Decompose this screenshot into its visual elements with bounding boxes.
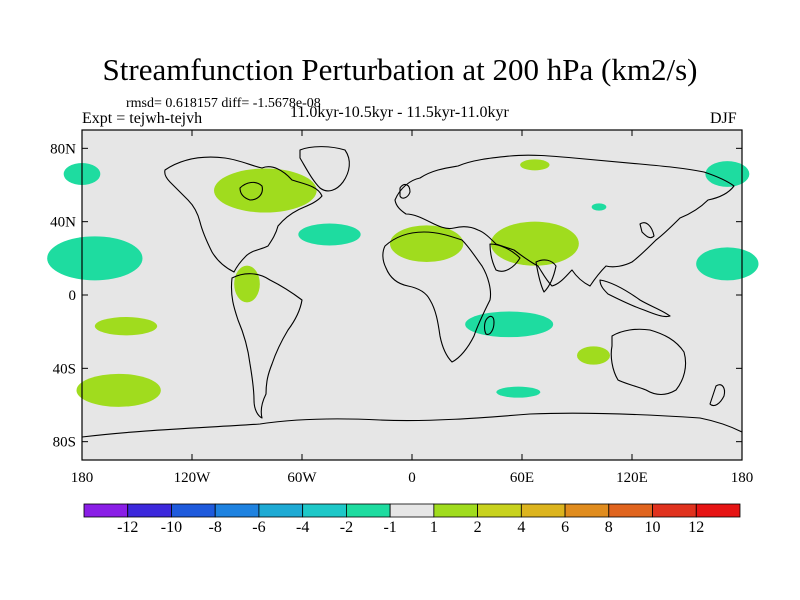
colorbar-swatch [127,503,172,518]
x-tick-label: 120W [174,470,212,486]
colorbar-label: 12 [688,519,704,536]
plot-background [82,130,742,460]
colorbar-label: -10 [161,519,182,536]
colorbar-label: -12 [117,519,138,536]
colorbar-swatch [477,503,522,518]
period-label: 11.0kyr-10.5kyr - 11.5kyr-11.0kyr [290,104,509,121]
anomaly-negative-10 [591,203,607,211]
anomaly-positive-5 [234,265,260,303]
x-axis-labels: 180 120W 60W 0 60E 120E 180 [71,470,754,486]
x-tick-label: 180 [731,470,754,486]
colorbar-label: -4 [296,519,309,536]
coast-greenland [299,146,350,192]
colorbar-label: 8 [605,519,613,536]
coast-south-america [230,273,303,419]
y-tick-label: 40S [53,361,76,377]
anomaly-positive-7 [390,225,464,262]
anomaly-positive-3 [76,373,161,407]
x-tick-label: 0 [408,470,416,486]
colorbar-swatch [389,503,435,518]
y-tick-label: 80N [50,141,76,157]
coast-north-america [164,156,323,273]
stats-label: rmsd= 0.618157 diff= -1.5678e-08 [126,96,321,111]
season-label: DJF [710,110,737,127]
anomaly-negative-1 [47,236,143,281]
colorbar-swatch [345,503,391,518]
coast-arabia [489,243,521,272]
anomaly-negative-6 [298,223,361,246]
colorbar-swatch [258,503,304,518]
colorbar-label: 1 [430,519,438,536]
colorbar-swatch [83,503,129,518]
experiment-label: Expt = tejwh-tejvh [82,110,203,127]
colorbar-label: -6 [252,519,265,536]
coast-australia [610,328,687,396]
colorbar-swatch [433,503,479,518]
coast-india [535,259,557,293]
anomaly-positive-8 [490,221,579,266]
anomaly-positive-9 [520,159,550,171]
y-tick-label: 40N [50,215,76,231]
coastlines [81,146,743,438]
coast-britain [399,183,411,199]
colorbar-label: 10 [645,519,661,536]
anomaly-negative-15 [696,247,759,281]
coast-new-zealand [709,384,726,407]
colorbar-swatch [564,503,610,518]
x-tick-label: 180 [71,470,94,486]
anomaly-negative-12 [496,386,541,398]
colorbar-label: 6 [561,519,569,536]
coast-antarctica [81,412,743,438]
anomaly-negative-14 [705,161,750,187]
colorbar-swatch [302,503,347,518]
y-tick-label: 80S [53,435,76,451]
colorbar: -12 -10 -8 -6 -4 -2 -1 1 2 4 6 8 10 12 [83,503,741,536]
axis-ticks [81,130,743,460]
colorbar-label: 4 [517,519,525,536]
anomaly-positive-2 [94,317,158,336]
colorbar-swatch [214,503,260,518]
x-tick-label: 60W [287,470,317,486]
x-tick-label: 120E [616,470,648,486]
anomaly-layer [47,159,759,407]
colorbar-swatch [695,503,741,518]
coast-japan [639,222,655,239]
x-tick-label: 60E [510,470,534,486]
colorbar-label: -8 [209,519,222,536]
coast-eurasia [394,154,735,287]
chart-title: Streamfunction Perturbation at 200 hPa (… [102,52,698,87]
colorbar-swatch [652,503,697,518]
colorbar-label: -1 [383,519,396,536]
colorbar-swatch [608,503,653,518]
coast-hudson [239,181,263,201]
colorbar-swatch [520,503,566,518]
coast-africa [382,231,492,363]
anomaly-positive-4 [214,168,317,213]
y-axis-labels: 80N 40N 0 40S 80S [50,141,76,450]
coast-madagascar [483,315,495,335]
colorbar-swatch [171,503,216,518]
y-tick-label: 0 [69,288,77,304]
colorbar-label: 2 [474,519,482,536]
anomaly-positive-13 [577,346,610,365]
coast-se-asia [599,279,671,318]
colorbar-label: -2 [340,519,353,536]
